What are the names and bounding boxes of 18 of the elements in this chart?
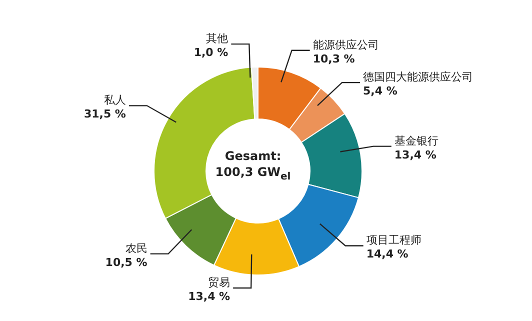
data-label: 1,0 % — [194, 46, 228, 60]
data-label: 5,4 % — [363, 84, 398, 98]
data-label: 14,4 % — [366, 248, 408, 261]
slice-label: 其他 — [206, 32, 228, 46]
data-label: 10,3 % — [312, 52, 355, 66]
slice-label: 贸易 — [208, 276, 230, 289]
slice-label: 农民 — [125, 242, 148, 255]
text: 100,3 GW$_{el}$ — [214, 164, 292, 184]
slice-label: 私人 — [104, 94, 126, 107]
slice-label: 德国四大能源供应公司 — [363, 70, 473, 84]
data-label: 10,5 % — [105, 256, 148, 269]
text: Gesamt: — [224, 148, 282, 164]
slice-label: 能源供应公司 — [312, 38, 379, 52]
data-label: 13,4 % — [394, 148, 436, 162]
data-label: 31,5 % — [84, 108, 126, 121]
slice-label: 基金银行 — [394, 134, 438, 148]
slice-label: 项目工程师 — [366, 234, 422, 247]
data-label: 13,4 % — [188, 290, 230, 303]
